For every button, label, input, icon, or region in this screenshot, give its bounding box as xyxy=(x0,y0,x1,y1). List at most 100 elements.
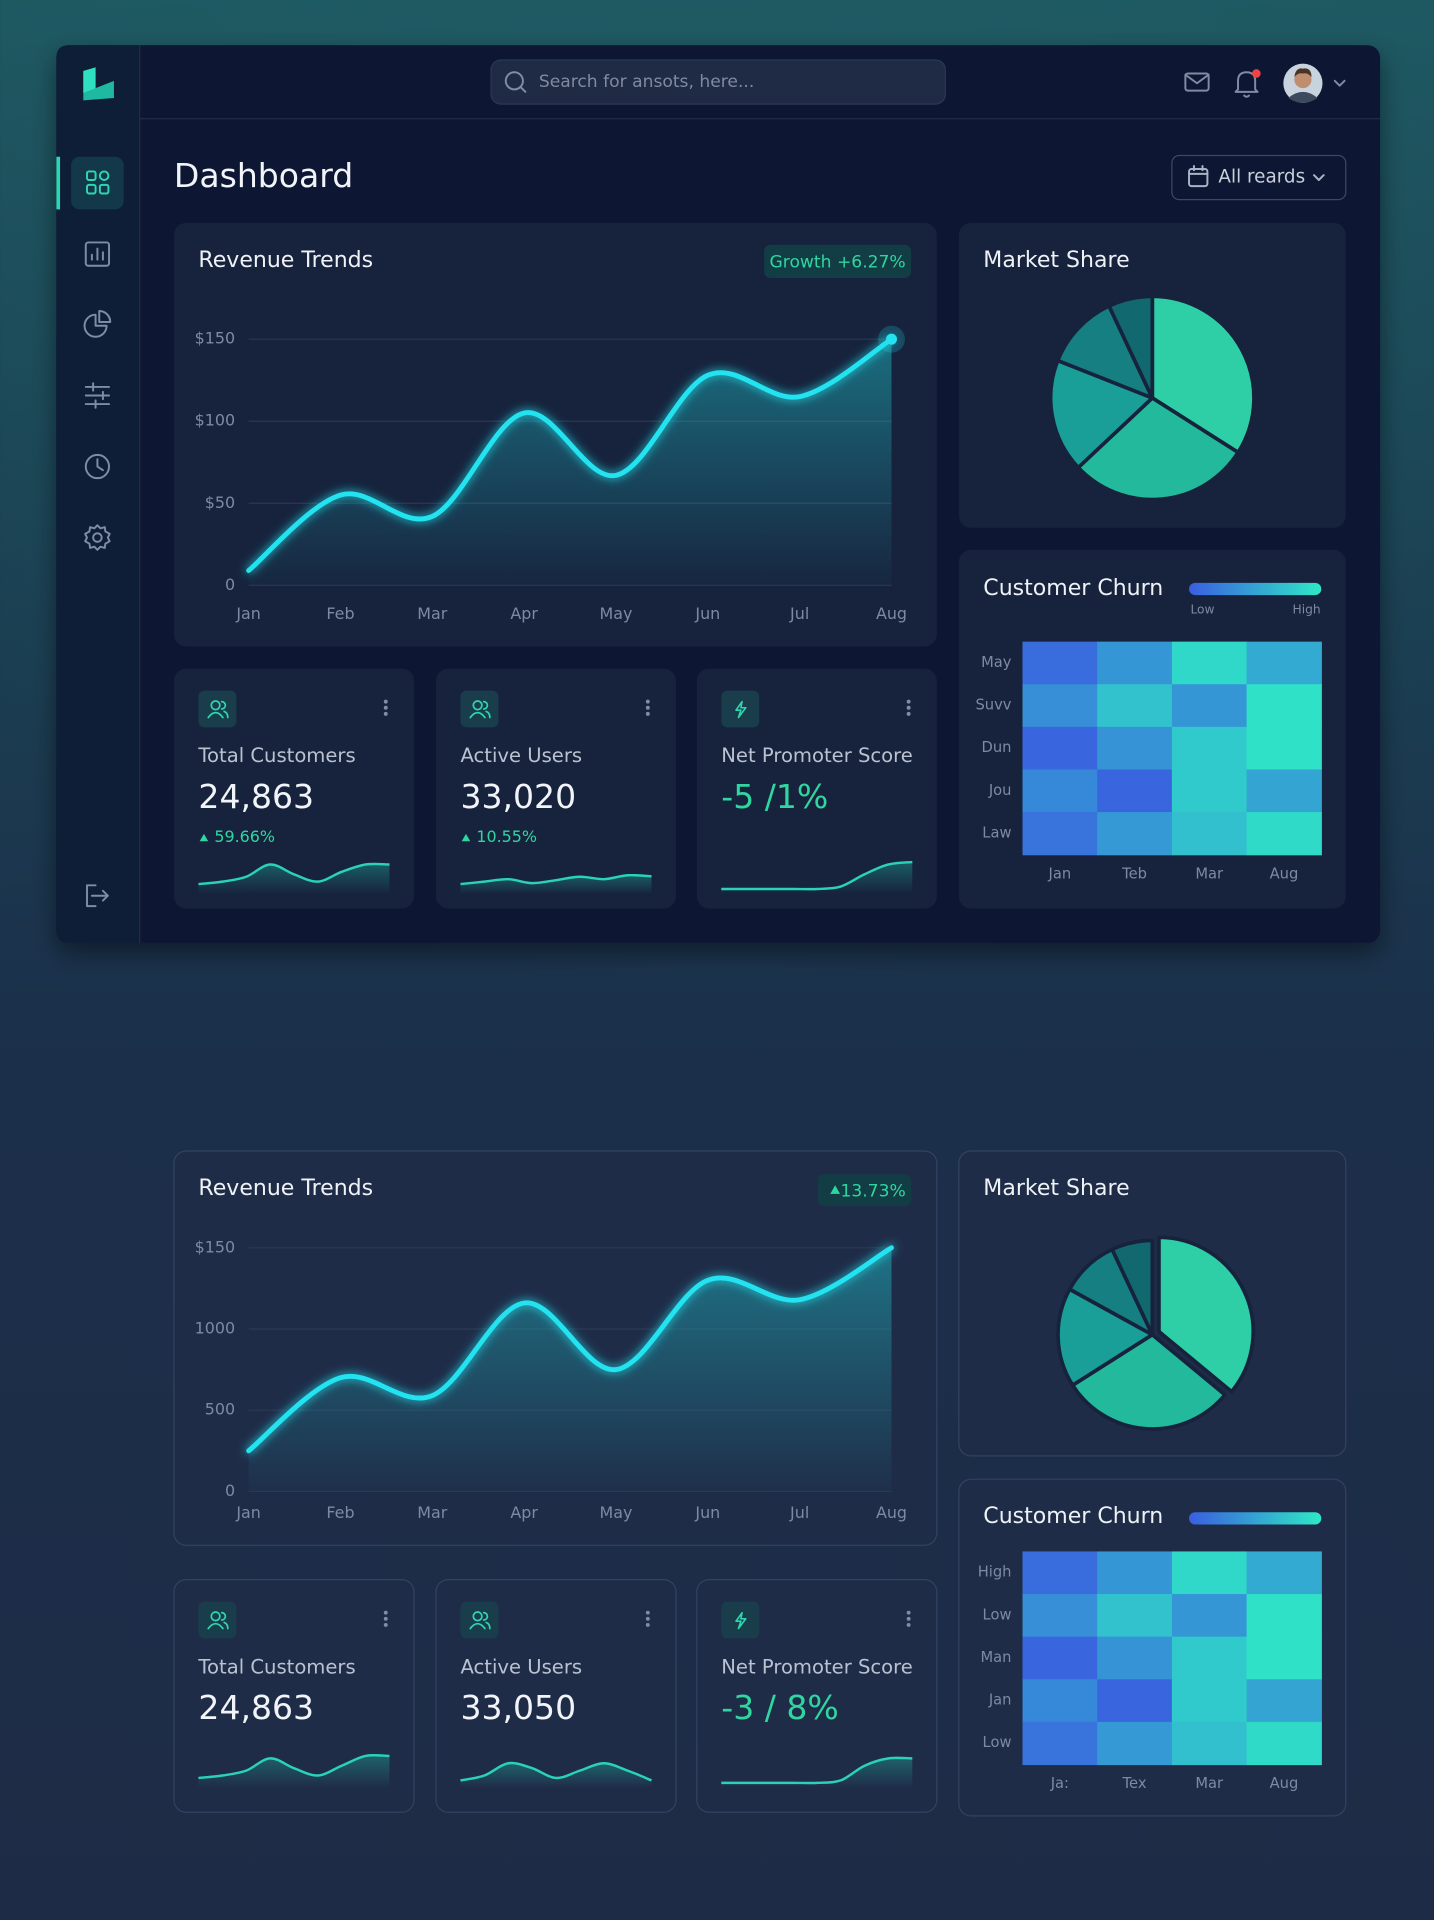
filter-button[interactable] xyxy=(1171,154,1347,201)
mail-body xyxy=(1184,72,1210,92)
filter-chevron xyxy=(1312,174,1325,181)
y-tick-label: $50 xyxy=(205,493,235,512)
kpi-value: 33,020 xyxy=(460,777,576,816)
row-label: May xyxy=(981,654,1012,671)
search-icon-handle xyxy=(519,85,527,93)
kpi-icon xyxy=(469,1611,491,1630)
pie-slice xyxy=(1056,1287,1155,1388)
kpi-menu-dot xyxy=(383,705,388,710)
nav-settings-icon[interactable] xyxy=(84,524,111,551)
card xyxy=(435,668,676,909)
sparkline xyxy=(721,860,913,891)
nav-filters-icon[interactable] xyxy=(84,382,111,409)
y-tick-label: $100 xyxy=(195,411,235,430)
kpi-menu-dot xyxy=(906,699,911,704)
kpi-icon xyxy=(207,1611,229,1630)
sparkline-area xyxy=(721,1757,913,1788)
card xyxy=(696,668,937,909)
avatar[interactable] xyxy=(1283,63,1323,103)
kpi-icon-bg xyxy=(721,1601,760,1639)
sparkline xyxy=(721,1756,913,1785)
kpi-menu-dot xyxy=(645,1616,650,1621)
x-tick-label: Jun xyxy=(694,604,720,623)
nav-logout-icon[interactable] xyxy=(86,884,109,908)
kpi-value: -5 /1% xyxy=(721,777,828,816)
search-box[interactable] xyxy=(490,59,946,105)
mail-flap xyxy=(1184,73,1210,85)
end-point xyxy=(885,333,897,345)
kpi-menu-dot xyxy=(906,1622,911,1627)
growth-badge xyxy=(818,1174,912,1207)
heatmap-cell xyxy=(1097,1679,1173,1723)
kpi-icon xyxy=(735,700,747,719)
nav-reports-icon[interactable] xyxy=(84,241,111,267)
kpi-value: 24,863 xyxy=(198,1688,314,1727)
heatmap-cell xyxy=(1097,641,1173,685)
x-tick-label: Jan xyxy=(235,604,261,623)
x-tick-label: Mar xyxy=(417,1503,447,1522)
kpi-label: Active Users xyxy=(460,1655,582,1678)
sparkline-area xyxy=(721,862,913,894)
heatmap-cell xyxy=(1171,1636,1248,1680)
row-label: Jan xyxy=(988,1692,1012,1709)
heatmap-cell xyxy=(1246,641,1322,685)
kpi-icon xyxy=(210,1611,221,1622)
kpi-menu-dot xyxy=(645,1622,650,1627)
heatmap-cell xyxy=(1246,1679,1322,1723)
column-label: Jan xyxy=(1048,865,1072,882)
nav-dashboard-icon xyxy=(86,170,110,195)
column-label: Aug xyxy=(1270,1775,1299,1792)
nav-history-icon[interactable] xyxy=(84,453,111,480)
kpi-menu-dot xyxy=(383,699,388,704)
pie-slice xyxy=(1107,294,1155,400)
kpi-menu-dot xyxy=(645,1610,650,1615)
avatar-chevron[interactable] xyxy=(1333,79,1346,87)
kpi-label: Total Customers xyxy=(197,744,355,767)
heatmap-cell xyxy=(1022,641,1098,685)
kpi-menu-dot xyxy=(383,1610,388,1615)
nav-dashboard-bg[interactable] xyxy=(71,156,124,210)
y-tick-label: $150 xyxy=(195,1237,235,1256)
sparkline-area xyxy=(198,863,390,894)
heatmap-cell xyxy=(1097,1594,1173,1638)
area xyxy=(248,339,892,586)
notification-icon[interactable] xyxy=(1234,69,1261,98)
kpi-menu-dot xyxy=(383,711,388,716)
row-label: Man xyxy=(981,1649,1012,1666)
kpi-menu-dot xyxy=(383,1616,388,1621)
x-tick-label: Aug xyxy=(876,604,907,623)
area xyxy=(248,1247,892,1492)
kpi-icon xyxy=(207,700,229,719)
x-tick-label: Apr xyxy=(510,604,538,623)
active-indicator xyxy=(56,156,61,210)
row-label: Low xyxy=(983,1606,1012,1623)
kpi-label: Net Promoter Score xyxy=(721,1655,913,1678)
bell-body xyxy=(1234,71,1259,93)
row-label: Suvv xyxy=(975,697,1011,714)
avatar-shirt xyxy=(1288,91,1318,103)
nav-analytics-icon[interactable] xyxy=(83,310,112,338)
card xyxy=(696,1578,938,1813)
growth-badge-text: 13.73% xyxy=(840,1181,905,1201)
heatmap-cell xyxy=(1022,1551,1098,1595)
heatmap-cell xyxy=(1246,1721,1322,1766)
heatmap-cell xyxy=(1022,684,1098,728)
kpi-menu-dot xyxy=(906,711,911,716)
mail-icon[interactable] xyxy=(1184,72,1210,92)
heatmap-cell xyxy=(1246,726,1322,771)
y-tick-label: $150 xyxy=(195,329,235,348)
line xyxy=(246,336,894,573)
heatmap-cell xyxy=(1022,726,1098,771)
pie-slice xyxy=(1076,396,1240,502)
heatmap-cell xyxy=(1097,1721,1173,1766)
sparkline xyxy=(460,1761,652,1782)
x-tick-label: Jul xyxy=(789,604,809,623)
kpi-change-arrow xyxy=(199,833,209,842)
card-title: Revenue Trends xyxy=(198,1176,373,1201)
card-title: Market Share xyxy=(983,248,1129,273)
filter-label: All reards xyxy=(1218,167,1305,188)
column-label: Ja: xyxy=(1050,1775,1069,1792)
kpi-icon xyxy=(210,700,221,711)
pie-slice xyxy=(1157,1235,1256,1394)
